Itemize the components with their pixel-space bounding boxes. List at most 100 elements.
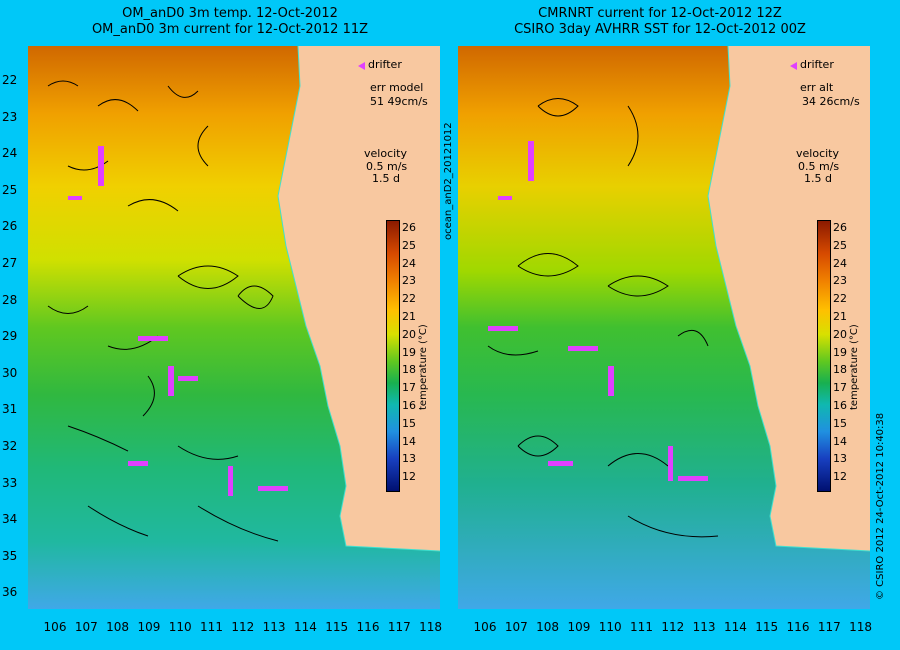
y-tick-label: 30 <box>2 365 18 380</box>
colorbar-tick-label: 17 <box>833 381 847 395</box>
x-tick-label: 117 <box>817 620 841 634</box>
right-velocity-scale: 0.5 m/s <box>798 160 840 173</box>
left-velocity-label: velocity <box>364 147 407 160</box>
right-side-label: © CSIRO 2012 24-Oct-2012 10:40:38 <box>875 412 886 600</box>
right-title-line2: CSIRO 3day AVHRR SST for 12-Oct-2012 00Z <box>514 22 806 37</box>
x-tick-label: 112 <box>661 620 685 634</box>
colorbar-tick-label: 24 <box>833 256 847 270</box>
x-tick-label: 106 <box>43 620 67 634</box>
x-tick-label: 106 <box>473 620 497 634</box>
right-err-value: 34 26cm/s <box>802 95 860 108</box>
right-err-label: err alt <box>800 81 834 94</box>
colorbar-tick-label: 20 <box>402 327 416 341</box>
x-tick-label: 116 <box>786 620 810 634</box>
colorbar-tick-label: 17 <box>402 381 416 395</box>
x-tick-label: 109 <box>567 620 591 634</box>
colorbar-tick-label: 19 <box>402 345 416 359</box>
colorbar-tick-label: 18 <box>833 363 847 377</box>
colorbar-tick-label: 14 <box>402 434 416 448</box>
current-vectors <box>47 80 279 542</box>
y-tick-label: 35 <box>2 548 18 563</box>
y-tick-label: 28 <box>2 292 18 307</box>
colorbar-tick-label: 21 <box>833 310 847 323</box>
left-colorbar <box>386 220 400 492</box>
y-tick-label: 25 <box>2 182 18 197</box>
colorbar-tick-label: 12 <box>402 470 416 484</box>
colorbar-tick-label: 14 <box>833 434 847 448</box>
left-title-line2: OM_anD0 3m current for 12-Oct-2012 11Z <box>91 22 369 37</box>
left-velocity-scale: 0.5 m/s <box>366 160 408 173</box>
right-title: CMRNRT current for 12-Oct-2012 12Z CSIRO… <box>460 6 860 38</box>
y-tick-label: 36 <box>2 585 18 600</box>
x-tick-label: 108 <box>106 620 130 634</box>
right-title-line1: CMRNRT current for 12-Oct-2012 12Z <box>538 6 782 21</box>
y-tick-label: 27 <box>2 256 18 270</box>
y-tick-label: 29 <box>2 329 18 344</box>
colorbar-tick-label: 15 <box>402 416 416 430</box>
left-map <box>28 46 440 609</box>
left-err-value: 51 49cm/s <box>370 95 428 108</box>
x-tick-label: 107 <box>74 620 98 634</box>
left-velocity-days: 1.5 d <box>372 172 400 185</box>
left-side-label: ocean_anD2_20121012 <box>443 122 454 240</box>
colorbar-tick-label: 20 <box>833 327 847 341</box>
right-velocity-days: 1.5 d <box>804 172 832 185</box>
colorbar-tick-label: 26 <box>402 221 416 234</box>
drifter-tracks <box>488 141 708 481</box>
coastline <box>277 46 440 552</box>
coastline <box>707 46 870 552</box>
colorbar-tick-label: 18 <box>402 363 416 377</box>
y-tick-label: 26 <box>2 219 18 234</box>
colorbar-tick-label: 21 <box>402 310 416 323</box>
colorbar-tick-label: 24 <box>402 256 416 270</box>
x-tick-label: 115 <box>325 620 349 634</box>
y-tick-label: 33 <box>2 475 18 490</box>
colorbar-tick-label: 23 <box>833 274 847 288</box>
right-colorbar <box>817 220 831 492</box>
x-tick-label: 118 <box>849 620 873 634</box>
x-tick-label: 118 <box>419 620 443 634</box>
current-vectors <box>487 98 719 538</box>
x-tick-label: 112 <box>231 620 255 634</box>
colorbar-tick-label: 25 <box>833 238 847 252</box>
y-tick-label: 32 <box>2 439 18 453</box>
colorbar-tick-label: 22 <box>402 292 416 306</box>
x-tick-label: 117 <box>387 620 411 634</box>
colorbar-tick-label: 12 <box>833 470 847 484</box>
colorbar-tick-label: 15 <box>833 416 847 430</box>
x-tick-label: 110 <box>598 620 622 634</box>
x-tick-label: 108 <box>536 620 560 634</box>
colorbar-tick-label: 16 <box>402 399 416 412</box>
x-tick-label: 115 <box>755 620 779 634</box>
y-tick-label: 24 <box>2 146 18 161</box>
drifter-marker-icon <box>790 62 797 70</box>
drifter-marker-icon <box>358 62 365 70</box>
colorbar-tick-label: 19 <box>833 345 847 359</box>
colorbar-tick-label: 13 <box>402 452 416 466</box>
left-title-line1: OM_anD0 3m temp. 12-Oct-2012 <box>122 6 338 21</box>
right-drifter-label: drifter <box>800 58 834 71</box>
right-map-panel <box>458 46 870 609</box>
y-tick-label: 34 <box>2 512 18 527</box>
x-tick-label: 110 <box>168 620 192 634</box>
drifter-tracks <box>68 146 288 496</box>
y-tick-label: 31 <box>2 402 18 417</box>
colorbar-tick-label: 22 <box>833 292 847 306</box>
left-err-label: err model <box>370 81 424 94</box>
y-tick-label: 22 <box>2 73 18 87</box>
x-tick-label: 107 <box>504 620 528 634</box>
x-tick-label: 114 <box>293 620 317 634</box>
colorbar-tick-label: 25 <box>402 238 416 252</box>
x-tick-label: 111 <box>630 620 653 634</box>
y-tick-label: 23 <box>2 109 18 124</box>
colorbar-tick-label: 16 <box>833 399 847 412</box>
right-colorbar-unit: temperature (°C) <box>849 324 860 410</box>
left-map-panel <box>28 46 440 609</box>
x-tick-label: 111 <box>200 620 223 634</box>
colorbar-tick-label: 13 <box>833 452 847 466</box>
left-title: OM_anD0 3m temp. 12-Oct-2012 OM_anD0 3m … <box>30 6 430 38</box>
x-tick-label: 113 <box>692 620 716 634</box>
right-velocity-label: velocity <box>796 147 839 160</box>
x-tick-label: 109 <box>137 620 161 634</box>
right-map <box>458 46 870 609</box>
